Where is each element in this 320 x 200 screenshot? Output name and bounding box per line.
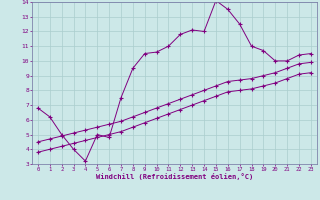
X-axis label: Windchill (Refroidissement éolien,°C): Windchill (Refroidissement éolien,°C) <box>96 173 253 180</box>
